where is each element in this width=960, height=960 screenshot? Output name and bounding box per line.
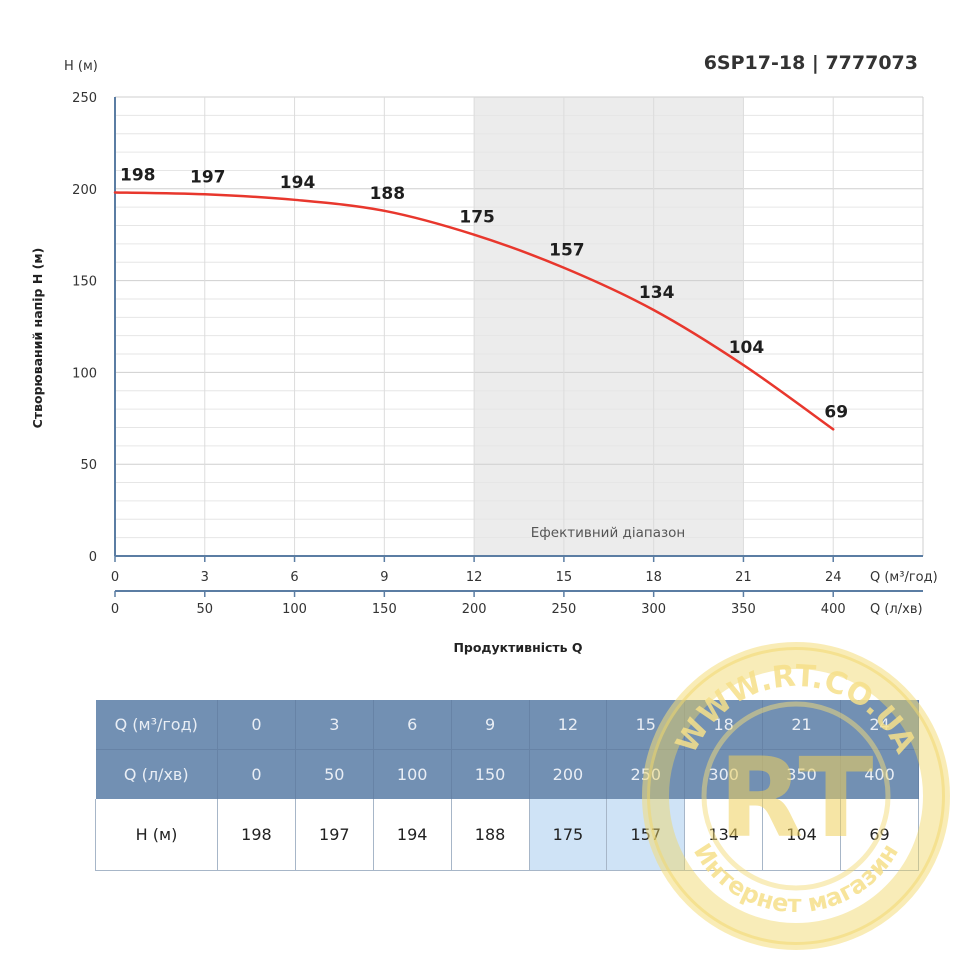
y-unit-label: H (м) [64, 59, 98, 74]
data-label: 197 [190, 167, 226, 187]
table-cell: 188 [451, 799, 530, 871]
x-axis-title: Продуктивність Q [453, 640, 582, 655]
table-cell: 0 [217, 749, 296, 799]
chart-grid [115, 96, 924, 557]
table-row: H (м) 198 197 194 188 175 157 134 104 69 [95, 799, 919, 871]
table-cell: 50 [295, 749, 374, 799]
y-tick-label: 200 [72, 183, 97, 198]
x-tick-label: 9 [380, 570, 388, 585]
x-tick-label: 12 [466, 570, 483, 585]
efficient-range-label: Ефективний діапазон [531, 525, 686, 541]
table-cell: 0 [217, 700, 296, 750]
x-tick-label: 24 [825, 570, 842, 585]
x2-tick-label: 350 [731, 602, 756, 617]
table-cell: 198 [217, 799, 296, 871]
table-cell: 12 [529, 700, 608, 750]
data-label: 188 [370, 184, 406, 204]
x-tick-label: 0 [111, 570, 119, 585]
y-tick-label: 0 [89, 550, 97, 565]
x2-tick-label: 0 [111, 602, 119, 617]
table-cell: 100 [373, 749, 452, 799]
table-row-label: H (м) [95, 799, 218, 871]
x-tick-label: 21 [735, 570, 752, 585]
data-label: 104 [729, 338, 765, 358]
x2-tick-label: 200 [462, 602, 487, 617]
x2-tick-label: 50 [197, 602, 214, 617]
x-tick-label: 18 [645, 570, 662, 585]
efficient-range-rect [474, 97, 744, 556]
table-row-label: Q (м³/год) [95, 700, 218, 750]
y-tick-label: 250 [72, 91, 97, 106]
table-cell: 18 [684, 700, 764, 750]
x-secondary-unit-label: Q (л/хв) [870, 602, 923, 617]
data-label: 134 [639, 283, 675, 303]
table-cell: 21 [762, 700, 841, 750]
table-cell: 6 [373, 700, 452, 750]
table-cell: 350 [762, 749, 841, 799]
table-cell: 400 [840, 749, 919, 799]
table-cell: 69 [840, 799, 919, 871]
x-tick-label: 6 [290, 570, 298, 585]
data-labels: 198 197 194 188 175 157 134 104 69 [120, 165, 848, 422]
x2-tick-label: 100 [282, 602, 307, 617]
table-cell: 15 [606, 700, 686, 750]
data-label: 198 [120, 165, 156, 185]
table-cell: 175 [529, 799, 608, 871]
y-tick-label: 100 [72, 366, 97, 381]
table-cell: 194 [373, 799, 452, 871]
efficient-range-band [474, 97, 744, 556]
data-label: 157 [549, 241, 585, 261]
x-primary-unit-label: Q (м³/год) [870, 570, 938, 585]
table-cell: 24 [840, 700, 919, 750]
table-cell: 300 [684, 749, 764, 799]
x2-tick-label: 150 [372, 602, 397, 617]
head-curve-line [113, 191, 835, 431]
x2-tick-label: 300 [641, 602, 666, 617]
data-label: 69 [824, 402, 848, 422]
chart-axes [114, 97, 923, 597]
chart-title: 6SP17-18 | 7777073 [704, 52, 918, 74]
data-label: 194 [280, 173, 316, 193]
x2-tick-label: 400 [821, 602, 846, 617]
table-cell: 157 [606, 799, 686, 871]
table-cell: 200 [529, 749, 608, 799]
data-label: 175 [459, 208, 495, 228]
performance-table: Q (м³/год) 0 3 6 9 12 15 18 21 24 Q (л/хв) 0 50 100 15… [95, 700, 919, 871]
table-row-label: Q (л/хв) [95, 749, 218, 799]
table-cell: 250 [606, 749, 686, 799]
table-cell: 134 [684, 799, 764, 871]
table-cell: 3 [295, 700, 374, 750]
table-row: Q (л/хв) 0 50 100 150 200 250 300 350 400 [95, 749, 919, 799]
table-row: Q (м³/год) 0 3 6 9 12 15 18 21 24 [95, 700, 919, 750]
table-cell: 197 [295, 799, 374, 871]
table-cell: 150 [451, 749, 530, 799]
head-curve-series [113, 191, 835, 431]
table-cell: 104 [762, 799, 841, 871]
table-cell: 9 [451, 700, 530, 750]
y-tick-label: 50 [80, 458, 97, 473]
y-tick-label: 150 [72, 275, 97, 290]
x-tick-label: 3 [201, 570, 209, 585]
y-axis-title: Створюваний напір H (м) [30, 248, 45, 429]
x2-tick-label: 250 [551, 602, 576, 617]
x-tick-label: 15 [556, 570, 573, 585]
